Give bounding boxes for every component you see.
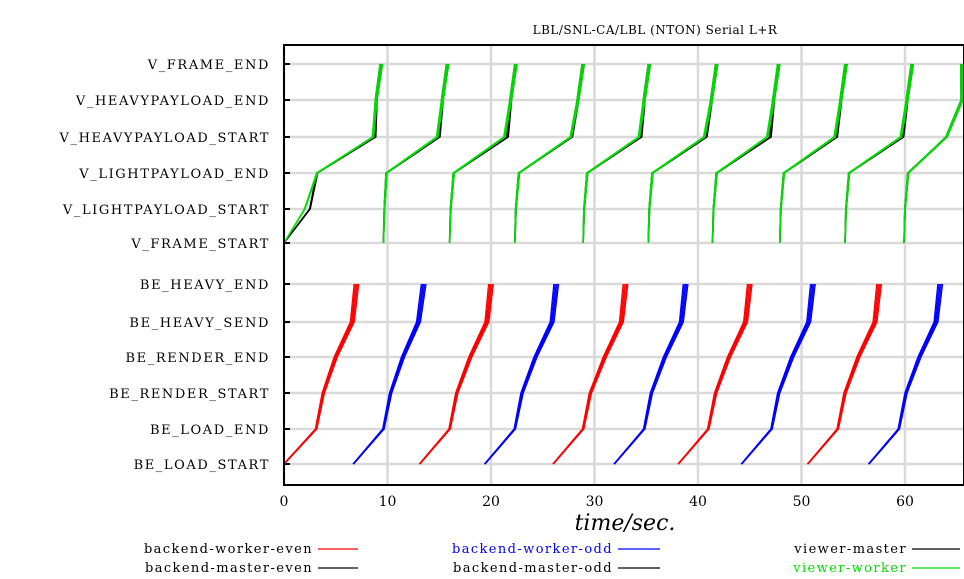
series-lines <box>283 63 964 465</box>
series-line-backend-worker-even <box>552 283 628 465</box>
series-line-backend-worker-even <box>678 283 753 465</box>
y-tick-label: BE_LOAD_END <box>150 423 270 438</box>
series-line-viewer-master <box>283 63 381 244</box>
series-line-backend-worker-odd <box>484 283 560 465</box>
series-line-backend-worker-even <box>552 283 624 465</box>
legend-label: backend-worker-even <box>144 542 313 557</box>
series-line-backend-worker-even <box>678 283 752 465</box>
series-line-backend-worker-even <box>807 283 880 465</box>
series-line-viewer-master <box>903 63 962 244</box>
series-line-backend-worker-even <box>418 283 491 465</box>
series-line-viewer-master <box>449 63 518 244</box>
y-tick-label: V_FRAME_END <box>147 58 270 73</box>
y-tick-label: V_HEAVYPAYLOAD_END <box>75 94 270 109</box>
series-line-backend-worker-even <box>283 283 360 465</box>
series-line-viewer-master <box>712 63 781 244</box>
y-tick-label: BE_HEAVY_SEND <box>129 316 270 331</box>
x-tick-label: 0 <box>280 494 289 510</box>
series-line-viewer-worker <box>283 63 381 244</box>
series-line-viewer-worker <box>903 63 962 244</box>
series-line-viewer-worker <box>283 63 384 244</box>
y-tick-label: BE_RENDER_START <box>109 387 270 402</box>
y-tick-label: V_LIGHTPAYLOAD_START <box>62 203 270 218</box>
x-tick-label: 60 <box>896 494 914 510</box>
y-tick-label: BE_RENDER_END <box>126 351 270 366</box>
series-line-viewer-master <box>779 63 848 244</box>
legend: backend-worker-even backend-master-even ba… <box>144 542 960 576</box>
series-line-viewer-worker <box>383 63 450 244</box>
legend-label: viewer-master <box>793 542 907 557</box>
x-tick-label: 50 <box>793 494 811 510</box>
series-line-viewer-worker <box>283 63 382 244</box>
legend-label: viewer-worker <box>792 561 907 576</box>
series-line-backend-worker-even <box>553 283 629 465</box>
series-line-backend-worker-even <box>419 283 494 465</box>
series-line-backend-worker-odd <box>484 283 558 465</box>
series-line-viewer-master <box>647 63 719 244</box>
series-line-backend-worker-even <box>807 283 879 465</box>
legend-label: backend-worker-odd <box>452 542 613 557</box>
series-line-viewer-master <box>903 64 963 244</box>
series-line-viewer-worker <box>844 63 915 244</box>
x-tick-label: 10 <box>379 494 397 510</box>
series-line-backend-worker-even <box>419 283 493 465</box>
legend-label: backend-master-even <box>145 561 313 576</box>
series-line-backend-worker-even <box>283 283 357 465</box>
series-line-backend-worker-odd <box>483 283 555 465</box>
series-line-backend-worker-even <box>283 283 359 465</box>
series-line-viewer-worker <box>514 63 585 244</box>
series-line-backend-worker-odd <box>614 283 689 465</box>
series-line-viewer-master <box>283 63 384 244</box>
x-axis-label: time/sec. <box>575 511 676 536</box>
series-line-backend-worker-odd <box>484 283 556 465</box>
x-tick-label: 30 <box>586 494 604 510</box>
series-line-backend-worker-even <box>677 283 748 465</box>
series-line-viewer-master <box>903 63 964 244</box>
series-line-backend-worker-even <box>283 283 356 465</box>
series-line-viewer-worker <box>712 63 781 244</box>
series-line-viewer-master <box>844 63 915 244</box>
series-line-viewer-worker <box>779 63 848 244</box>
series-line-backend-worker-even <box>677 283 751 465</box>
series-line-backend-worker-odd <box>868 283 944 465</box>
y-tick-label: V_FRAME_START <box>130 237 270 252</box>
series-line-backend-worker-even <box>807 283 881 465</box>
legend-label: backend-master-odd <box>453 561 613 576</box>
series-line-viewer-worker <box>647 63 719 244</box>
series-line-backend-worker-even <box>552 283 627 465</box>
series-line-backend-worker-even <box>419 283 492 465</box>
series-line-backend-worker-even <box>806 283 878 465</box>
y-tick-label: V_LIGHTPAYLOAD_END <box>78 167 270 182</box>
series-line-viewer-worker <box>582 63 652 244</box>
y-tick-label: BE_HEAVY_END <box>140 278 270 293</box>
plot-frame <box>283 44 964 486</box>
series-line-viewer-worker <box>903 63 964 244</box>
x-axis-ticks: 0 10 20 30 40 50 60 <box>280 494 914 510</box>
series-line-viewer-worker <box>449 63 518 244</box>
y-axis-labels: BE_LOAD_START BE_LOAD_END BE_RENDER_START B… <box>58 58 290 473</box>
chart-title: LBL/SNL-CA/LBL (NTON) Serial L+R <box>533 23 778 37</box>
y-tick-label: BE_LOAD_START <box>134 458 270 473</box>
series-line-viewer-worker <box>903 64 963 244</box>
series-line-backend-worker-even <box>418 283 490 465</box>
series-line-viewer-master <box>514 63 585 244</box>
series-line-backend-worker-odd <box>741 283 816 465</box>
series-line-backend-worker-even <box>677 283 750 465</box>
series-line-backend-worker-even <box>283 283 355 465</box>
series-line-backend-worker-odd <box>740 283 812 465</box>
series-line-backend-worker-odd <box>484 283 557 465</box>
series-line-backend-worker-even <box>807 283 883 465</box>
series-line-backend-worker-even <box>552 283 625 465</box>
x-tick-label: 20 <box>482 494 500 510</box>
y-tick-label: V_HEAVYPAYLOAD_START <box>58 131 270 146</box>
series-line-backend-worker-odd <box>353 283 426 465</box>
series-line-viewer-master <box>283 63 382 244</box>
series-line-viewer-master <box>383 63 450 244</box>
series-line-backend-worker-odd <box>353 283 427 465</box>
x-tick-label: 40 <box>689 494 707 510</box>
series-line-backend-worker-odd <box>741 283 815 465</box>
